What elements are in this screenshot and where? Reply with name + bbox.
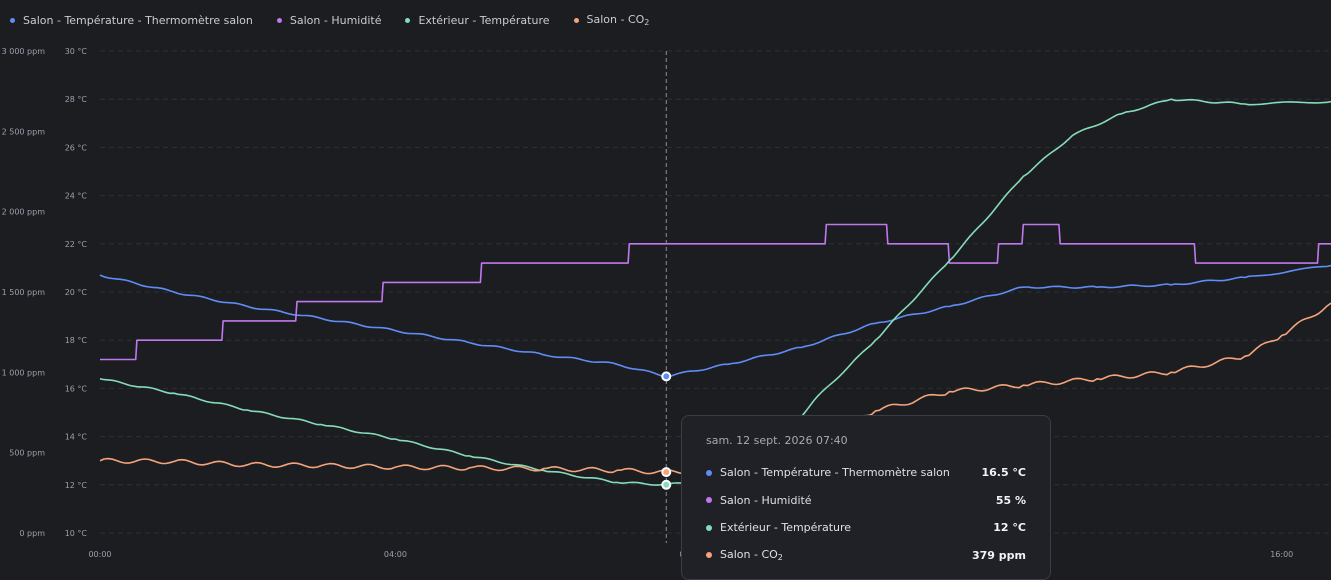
legend-label: Extérieur - Température <box>418 13 550 27</box>
chart-legend: Salon - Température - Thermomètre salon S… <box>10 13 649 27</box>
y-left-tick-label: 0 ppm <box>19 529 45 538</box>
y-left-tick-label: 500 ppm <box>9 449 45 458</box>
y-right-tick-label: 22 °C <box>65 240 88 249</box>
y-right-tick-label: 10 °C <box>65 529 88 538</box>
legend-label: Salon - CO2 <box>586 13 650 27</box>
tooltip-row: Extérieur - Température 12 °C <box>706 514 1026 542</box>
x-tick-label: 00:00 <box>88 550 111 559</box>
tooltip-dot-icon <box>706 552 712 559</box>
tooltip-series-value: 379 ppm <box>971 548 1026 562</box>
hover-marker-3 <box>661 467 672 478</box>
tooltip-series-value: 16.5 °C <box>981 466 1026 480</box>
tooltip-series-name: Salon - CO2 <box>720 548 783 563</box>
legend-item-1[interactable]: Salon - Humidité <box>276 13 382 27</box>
series-line-1 <box>100 223 1331 361</box>
x-tick-label: 04:00 <box>384 550 407 559</box>
legend-dot-icon <box>10 17 15 23</box>
legend-label: Salon - Humidité <box>289 13 382 27</box>
tooltip-series-name: Extérieur - Température <box>720 521 852 535</box>
tooltip-series-value: 12 °C <box>993 521 1026 535</box>
legend-dot-icon <box>405 17 411 23</box>
y-right-tick-label: 24 °C <box>65 192 88 201</box>
legend-label: Salon - Température - Thermomètre salon <box>23 13 253 27</box>
tooltip-row: Salon - Température - Thermomètre salon 1… <box>706 459 1026 487</box>
hover-marker-0 <box>661 371 672 382</box>
y-left-tick-label: 3 000 ppm <box>2 47 46 56</box>
y-right-tick-label: 14 °C <box>65 433 88 442</box>
y-right-tick-label: 18 °C <box>65 336 88 345</box>
y-left-tick-label: 2 500 ppm <box>2 127 46 136</box>
tooltip-dot-icon <box>706 524 712 531</box>
tooltip-time: sam. 12 sept. 2026 07:40 <box>706 434 848 447</box>
y-right-tick-label: 16 °C <box>65 384 88 393</box>
x-tick-label: 16:00 <box>1270 550 1293 559</box>
y-left-tick-label: 2 000 ppm <box>2 208 46 217</box>
y-right-tick-label: 28 °C <box>65 95 88 104</box>
legend-dot-icon <box>276 17 282 23</box>
y-right-tick-label: 26 °C <box>65 143 88 152</box>
tooltip-series-value: 55 % <box>995 493 1026 507</box>
series-line-0 <box>99 264 1331 378</box>
legend-item-3[interactable]: Salon - CO2 <box>573 13 650 27</box>
tooltip-dot-icon <box>706 497 712 504</box>
y-left-tick-label: 1 500 ppm <box>2 288 46 297</box>
tooltip-row: Salon - CO2 379 ppm <box>706 542 1026 570</box>
hover-tooltip: sam. 12 sept. 2026 07:40 Salon - Tempéra… <box>681 415 1051 580</box>
legend-item-2[interactable]: Extérieur - Température <box>405 13 550 27</box>
legend-item-0[interactable]: Salon - Température - Thermomètre salon <box>10 13 253 27</box>
y-left-tick-label: 1 000 ppm <box>2 368 46 377</box>
y-right-tick-label: 30 °C <box>65 47 88 56</box>
tooltip-series-name: Salon - Température - Thermomètre salon <box>720 466 950 480</box>
y-right-tick-label: 12 °C <box>65 481 88 490</box>
tooltip-series-name: Salon - Humidité <box>720 493 812 507</box>
tooltip-row: Salon - Humidité 55 % <box>706 487 1026 515</box>
tooltip-rows: Salon - Température - Thermomètre salon 1… <box>706 459 1026 569</box>
hover-marker-2 <box>661 479 672 490</box>
y-right-tick-label: 20 °C <box>65 288 88 297</box>
legend-dot-icon <box>573 17 579 23</box>
tooltip-dot-icon <box>706 469 712 476</box>
